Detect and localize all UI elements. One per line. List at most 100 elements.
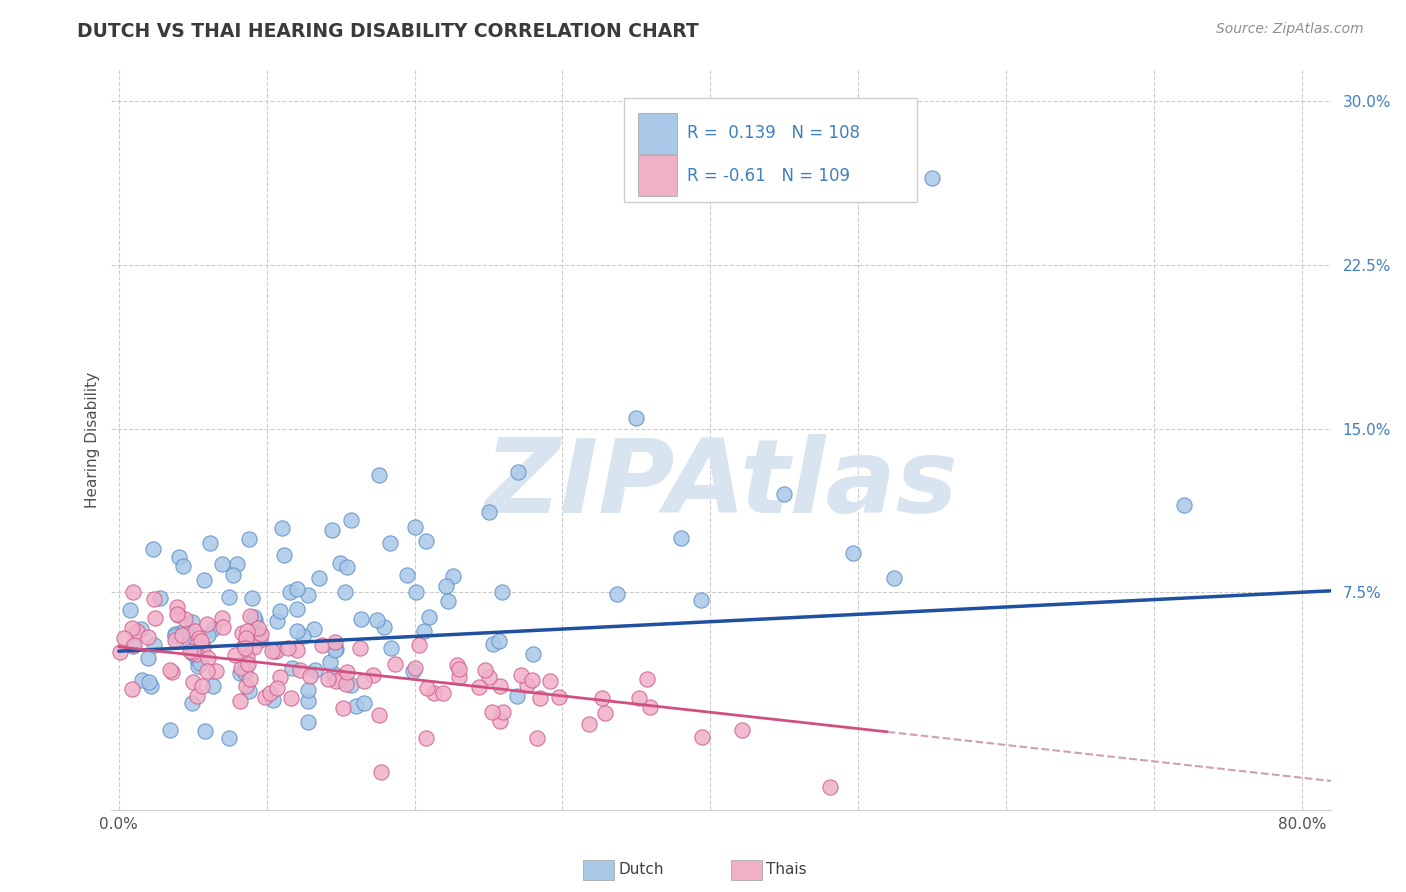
Point <box>384 657 406 671</box>
Point <box>325 673 347 688</box>
Point <box>110 645 132 659</box>
Point <box>247 627 270 641</box>
Point <box>236 657 259 672</box>
Point <box>235 631 257 645</box>
Point <box>418 609 440 624</box>
Point <box>690 731 713 745</box>
Point <box>304 622 326 636</box>
Point <box>190 634 212 648</box>
Point <box>160 665 183 679</box>
Point <box>488 633 510 648</box>
Point <box>349 641 371 656</box>
Point <box>202 680 225 694</box>
Point <box>842 546 865 560</box>
Point <box>159 663 181 677</box>
Text: Source: ZipAtlas.com: Source: ZipAtlas.com <box>1216 22 1364 37</box>
Point <box>335 585 357 599</box>
Point <box>370 765 392 780</box>
Point <box>404 661 426 675</box>
Point <box>335 677 357 691</box>
Point <box>179 643 201 657</box>
Point <box>239 672 262 686</box>
Point <box>250 627 273 641</box>
Point <box>441 569 464 583</box>
Point <box>188 657 211 671</box>
Point <box>290 663 312 677</box>
Point <box>270 521 292 535</box>
Point <box>578 717 600 731</box>
Point <box>264 644 287 658</box>
Point <box>163 627 186 641</box>
Point <box>405 585 427 599</box>
Point <box>172 558 194 573</box>
Point <box>332 701 354 715</box>
Point <box>488 714 510 729</box>
Point <box>138 674 160 689</box>
Point <box>222 568 245 582</box>
Point <box>280 690 302 705</box>
Text: Dutch: Dutch <box>619 863 664 877</box>
Point <box>361 668 384 682</box>
Point <box>273 548 295 562</box>
Point <box>330 670 353 684</box>
Point <box>112 632 135 646</box>
Point <box>323 643 346 657</box>
Point <box>262 692 284 706</box>
Point <box>212 620 235 634</box>
Point <box>163 633 186 648</box>
Point <box>127 624 149 638</box>
Point <box>323 635 346 649</box>
Point <box>202 622 225 636</box>
Point <box>353 696 375 710</box>
Point <box>188 631 211 645</box>
Point <box>478 670 501 684</box>
Point <box>246 621 269 635</box>
Point <box>446 658 468 673</box>
Point <box>297 588 319 602</box>
Point <box>318 672 340 686</box>
Point <box>323 667 346 681</box>
Point <box>235 657 257 672</box>
Point <box>253 690 276 705</box>
Point <box>492 705 515 719</box>
Point <box>467 680 489 694</box>
Point <box>195 617 218 632</box>
Point <box>329 673 352 687</box>
Point <box>731 723 754 738</box>
Point <box>142 639 165 653</box>
Point <box>224 648 246 662</box>
Point <box>285 582 308 597</box>
Point <box>243 640 266 654</box>
FancyBboxPatch shape <box>638 113 678 153</box>
Point <box>287 602 309 616</box>
Point <box>193 640 215 654</box>
Point <box>121 682 143 697</box>
Text: R =  0.139   N = 108: R = 0.139 N = 108 <box>688 124 860 142</box>
Point <box>366 613 388 627</box>
Text: ZIPAtlas: ZIPAtlas <box>485 434 959 534</box>
Point <box>344 699 367 714</box>
Point <box>239 608 262 623</box>
Point <box>236 650 259 665</box>
Point <box>640 699 662 714</box>
Point <box>340 513 363 527</box>
Point <box>522 647 544 661</box>
Point <box>269 670 291 684</box>
Point <box>281 661 304 675</box>
Point <box>142 541 165 556</box>
Text: DUTCH VS THAI HEARING DISABILITY CORRELATION CHART: DUTCH VS THAI HEARING DISABILITY CORRELA… <box>77 22 699 41</box>
Point <box>474 663 496 677</box>
Point <box>447 662 470 676</box>
Point <box>194 723 217 738</box>
Point <box>184 648 207 662</box>
Point <box>669 531 692 545</box>
Point <box>238 683 260 698</box>
Point <box>298 669 321 683</box>
Point <box>285 642 308 657</box>
Point <box>167 550 190 565</box>
Point <box>205 665 228 679</box>
Point <box>481 705 503 719</box>
Point <box>187 658 209 673</box>
Point <box>367 708 389 723</box>
Point <box>197 651 219 665</box>
